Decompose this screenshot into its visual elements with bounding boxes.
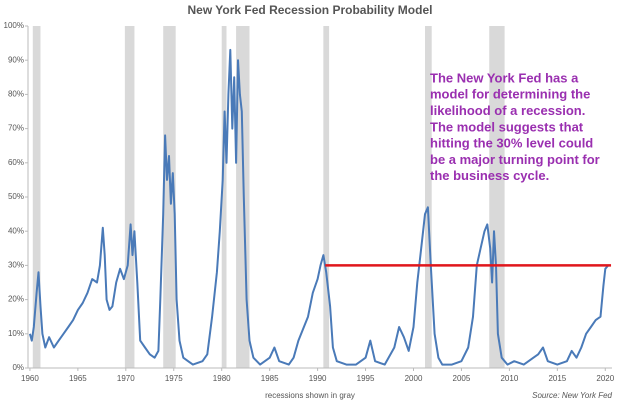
y-tick-label: 20% — [8, 295, 24, 304]
x-tick-label: 1980 — [213, 374, 231, 383]
annotation-line: model for determining the — [430, 87, 590, 102]
annotation-line: The model suggests that — [430, 119, 584, 134]
x-tick-label: 2000 — [405, 374, 423, 383]
x-tick-label: 1975 — [165, 374, 183, 383]
y-tick-label: 90% — [8, 55, 24, 64]
annotation-line: be a major turning point for — [430, 152, 600, 167]
y-tick-label: 40% — [8, 226, 24, 235]
recession-band — [32, 26, 41, 368]
y-tick-label: 50% — [8, 192, 24, 201]
x-tick-label: 2020 — [596, 374, 614, 383]
annotation-line: The New York Fed has a — [430, 70, 579, 85]
series-line — [28, 48, 609, 366]
x-tick-label: 1995 — [357, 374, 375, 383]
source: Source: New York Fed — [532, 391, 612, 400]
y-tick-label: 0% — [12, 363, 24, 372]
annotation-line: likelihood of a recession. — [430, 103, 585, 118]
x-tick-label: 1960 — [21, 374, 39, 383]
y-tick-label: 100% — [4, 21, 24, 30]
annotation-line: the business cycle. — [430, 168, 549, 183]
x-tick-label: 2005 — [453, 374, 471, 383]
x-tick-label: 1985 — [261, 374, 279, 383]
note: recessions shown in gray — [265, 391, 355, 400]
y-tick-label: 10% — [8, 329, 24, 338]
y-tick-label: 70% — [8, 124, 24, 133]
x-tick-label: 1970 — [117, 374, 135, 383]
recession-band — [425, 26, 432, 368]
x-tick-label: 2015 — [548, 374, 566, 383]
recession-band — [323, 26, 330, 368]
recession-band — [124, 26, 135, 368]
x-tick-label: 1990 — [309, 374, 327, 383]
chart-title: New York Fed Recession Probability Model — [188, 3, 433, 17]
x-tick-label: 2010 — [500, 374, 518, 383]
recession-band — [163, 26, 176, 368]
annotation-line: hitting the 30% level could — [430, 136, 593, 151]
y-tick-label: 60% — [8, 158, 24, 167]
recession-band — [221, 26, 227, 368]
x-tick-label: 1965 — [69, 374, 87, 383]
y-tick-label: 80% — [8, 90, 24, 99]
y-tick-label: 30% — [8, 261, 24, 270]
